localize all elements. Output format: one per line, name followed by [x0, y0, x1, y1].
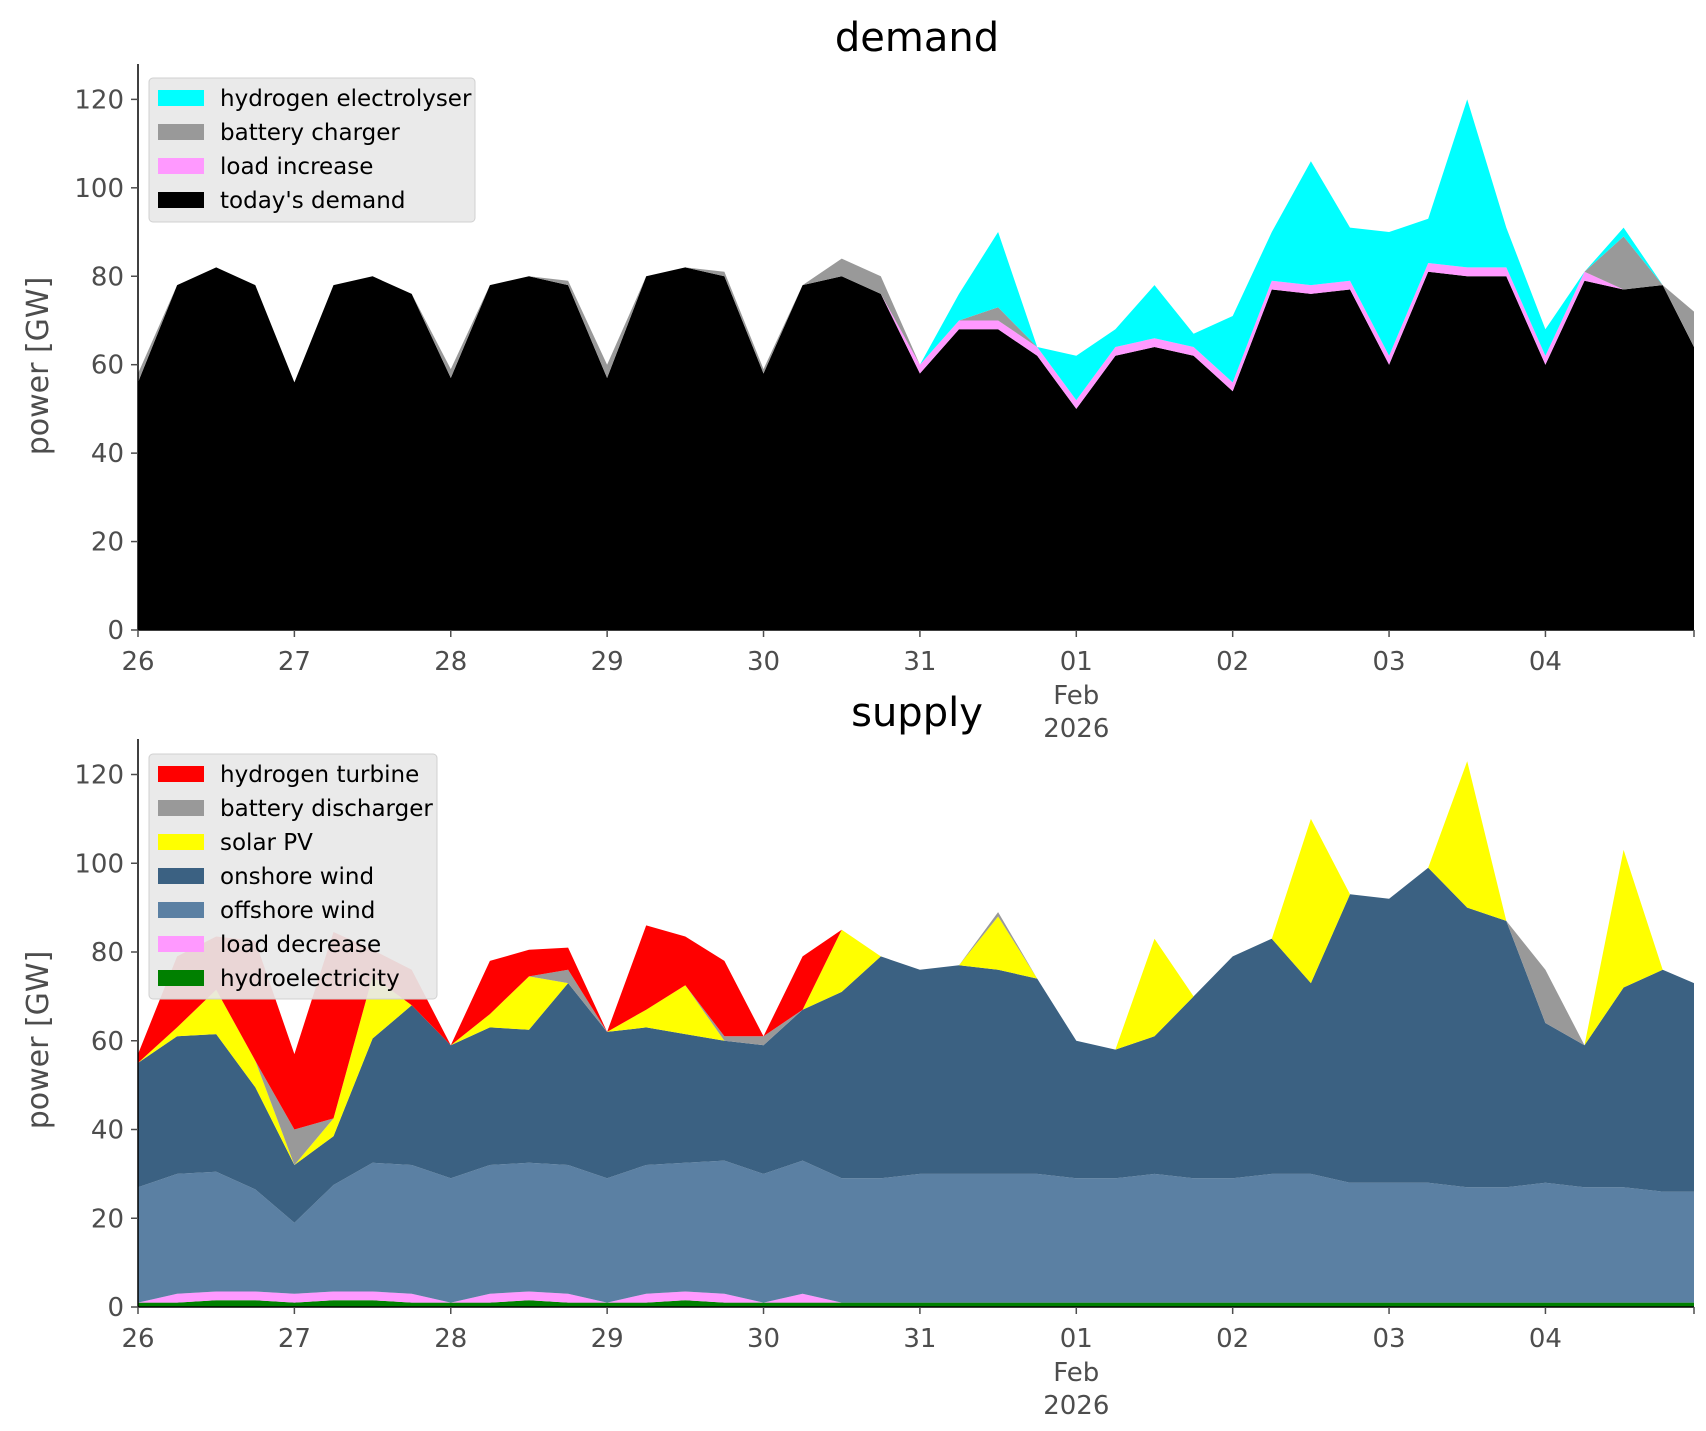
x-tick-label: 02	[1216, 1324, 1249, 1354]
x-tick-label: 02	[1216, 647, 1249, 677]
x-tick-label: 01	[1060, 647, 1093, 677]
x-tick-label: 04	[1529, 647, 1562, 677]
legend-swatch	[158, 936, 204, 952]
legend-label: load decrease	[220, 932, 381, 958]
area-hydroelectricity	[138, 1300, 1694, 1307]
legend-label: today's demand	[220, 188, 405, 214]
x-tick-label: 01	[1060, 1324, 1093, 1354]
x-tick-sublabel: 2026	[1043, 714, 1109, 744]
legend-label: load increase	[220, 154, 373, 180]
legend-label: hydroelectricity	[220, 966, 400, 992]
area-today-s-demand	[138, 267, 1694, 630]
legend-label: battery charger	[220, 120, 400, 146]
legend-swatch	[158, 834, 204, 850]
y-tick-label: 120	[74, 85, 124, 115]
area-offshore-wind	[138, 1160, 1694, 1303]
area-hydrogen-electrolyser	[138, 99, 1694, 401]
y-tick-label: 20	[91, 1204, 124, 1234]
y-tick-label: 40	[91, 1116, 124, 1146]
legend-swatch	[158, 124, 204, 140]
x-tick-sublabel: Feb	[1053, 1358, 1099, 1388]
area-layer	[138, 99, 1694, 630]
x-tick-label: 30	[747, 1324, 780, 1354]
y-tick-label: 20	[91, 528, 124, 558]
y-tick-label: 80	[91, 262, 124, 292]
x-tick-label: 27	[278, 647, 311, 677]
x-tick-label: 28	[434, 647, 467, 677]
legend-label: offshore wind	[220, 898, 375, 924]
y-tick-label: 80	[91, 938, 124, 968]
legend-label: onshore wind	[220, 864, 374, 890]
legend-box	[148, 77, 476, 223]
y-tick-label: 60	[91, 351, 124, 381]
chart-title: demand	[835, 15, 999, 61]
legend-swatch	[158, 868, 204, 884]
x-tick-label: 30	[747, 647, 780, 677]
legend-swatch	[158, 90, 204, 106]
legend: hydrogen turbine battery discharger solar …	[148, 753, 438, 1000]
legend-swatch	[158, 158, 204, 174]
area-onshore-wind	[138, 867, 1694, 1223]
x-tick-sublabel: Feb	[1053, 681, 1099, 711]
x-tick-label: 31	[903, 647, 936, 677]
x-tick-label: 28	[434, 1324, 467, 1354]
area-load-decrease	[138, 1291, 1694, 1303]
area-solar-pv	[138, 761, 1694, 1165]
y-tick-label: 60	[91, 1027, 124, 1057]
legend-swatch	[158, 766, 204, 782]
x-tick-label: 29	[591, 647, 624, 677]
y-tick-label: 0	[107, 616, 124, 646]
legend-swatch	[158, 970, 204, 986]
y-tick-label: 100	[74, 174, 124, 204]
legend-label: solar PV	[220, 830, 313, 856]
y-axis-label: power [GW]	[21, 951, 56, 1130]
x-tick-label: 29	[591, 1324, 624, 1354]
x-tick-label: 04	[1529, 1324, 1562, 1354]
area-layer	[138, 761, 1694, 1307]
legend-label: hydrogen electrolyser	[220, 86, 472, 112]
y-axis-label: power [GW]	[21, 277, 56, 456]
legend: hydrogen electrolyser battery charger load…	[148, 77, 476, 223]
y-tick-label: 120	[74, 761, 124, 791]
legend-box	[148, 753, 438, 1000]
legend-swatch	[158, 902, 204, 918]
y-tick-label: 40	[91, 439, 124, 469]
chart-title: supply	[851, 690, 983, 736]
x-tick-label: 31	[903, 1324, 936, 1354]
legend-label: hydrogen turbine	[220, 762, 419, 788]
area-hydrogen-turbine	[138, 761, 1694, 1130]
x-tick-label: 26	[121, 647, 154, 677]
y-tick-label: 0	[107, 1293, 124, 1323]
x-tick-label: 03	[1373, 1324, 1406, 1354]
x-tick-label: 27	[278, 1324, 311, 1354]
x-tick-sublabel: 2026	[1043, 1391, 1109, 1421]
y-tick-label: 100	[74, 849, 124, 879]
legend-swatch	[158, 800, 204, 816]
x-tick-label: 03	[1373, 647, 1406, 677]
legend-swatch	[158, 192, 204, 208]
legend-label: battery discharger	[220, 796, 433, 822]
x-tick-label: 26	[121, 1324, 154, 1354]
